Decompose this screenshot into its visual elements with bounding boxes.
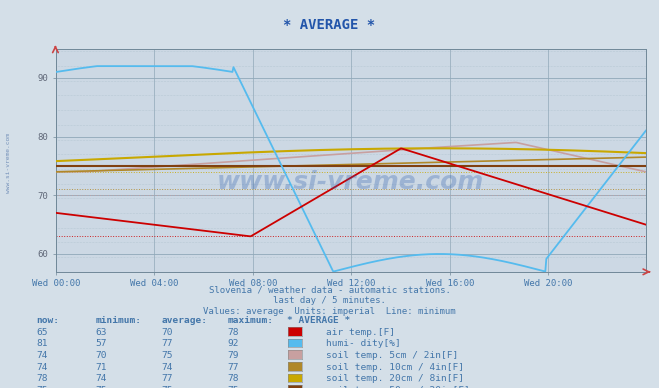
- Text: 57: 57: [96, 340, 107, 348]
- Text: * AVERAGE *: * AVERAGE *: [287, 316, 350, 325]
- Text: 78: 78: [227, 374, 239, 383]
- Text: 92: 92: [227, 340, 239, 348]
- Text: 78: 78: [36, 374, 47, 383]
- Text: 75: 75: [96, 386, 107, 388]
- Text: 71: 71: [96, 363, 107, 372]
- Text: 74: 74: [36, 363, 47, 372]
- Text: 74: 74: [96, 374, 107, 383]
- Text: 70: 70: [161, 328, 173, 337]
- Text: 77: 77: [161, 374, 173, 383]
- Text: soil temp. 20cm / 8in[F]: soil temp. 20cm / 8in[F]: [326, 374, 464, 383]
- Text: average:: average:: [161, 316, 208, 325]
- Text: maximum:: maximum:: [227, 316, 273, 325]
- Text: www.si-vreme.com: www.si-vreme.com: [6, 133, 11, 193]
- Text: humi- dity[%]: humi- dity[%]: [326, 340, 401, 348]
- Text: * AVERAGE *: * AVERAGE *: [283, 18, 376, 32]
- Text: 79: 79: [227, 351, 239, 360]
- Text: air temp.[F]: air temp.[F]: [326, 328, 395, 337]
- Text: 75: 75: [227, 386, 239, 388]
- Text: 65: 65: [36, 328, 47, 337]
- Text: 63: 63: [96, 328, 107, 337]
- Text: www.si-vreme.com: www.si-vreme.com: [217, 170, 484, 194]
- Text: last day / 5 minutes.: last day / 5 minutes.: [273, 296, 386, 305]
- Text: soil temp. 5cm / 2in[F]: soil temp. 5cm / 2in[F]: [326, 351, 459, 360]
- Text: 78: 78: [227, 328, 239, 337]
- Text: 81: 81: [36, 340, 47, 348]
- Text: Slovenia / weather data - automatic stations.: Slovenia / weather data - automatic stat…: [208, 285, 451, 294]
- Text: soil temp. 50cm / 20in[F]: soil temp. 50cm / 20in[F]: [326, 386, 470, 388]
- Text: 75: 75: [36, 386, 47, 388]
- Text: 77: 77: [227, 363, 239, 372]
- Text: soil temp. 10cm / 4in[F]: soil temp. 10cm / 4in[F]: [326, 363, 464, 372]
- Text: minimum:: minimum:: [96, 316, 142, 325]
- Text: Values: average  Units: imperial  Line: minimum: Values: average Units: imperial Line: mi…: [203, 307, 456, 315]
- Text: 74: 74: [161, 363, 173, 372]
- Text: 75: 75: [161, 351, 173, 360]
- Text: 77: 77: [161, 340, 173, 348]
- Text: now:: now:: [36, 316, 59, 325]
- Text: 70: 70: [96, 351, 107, 360]
- Text: 75: 75: [161, 386, 173, 388]
- Text: 74: 74: [36, 351, 47, 360]
